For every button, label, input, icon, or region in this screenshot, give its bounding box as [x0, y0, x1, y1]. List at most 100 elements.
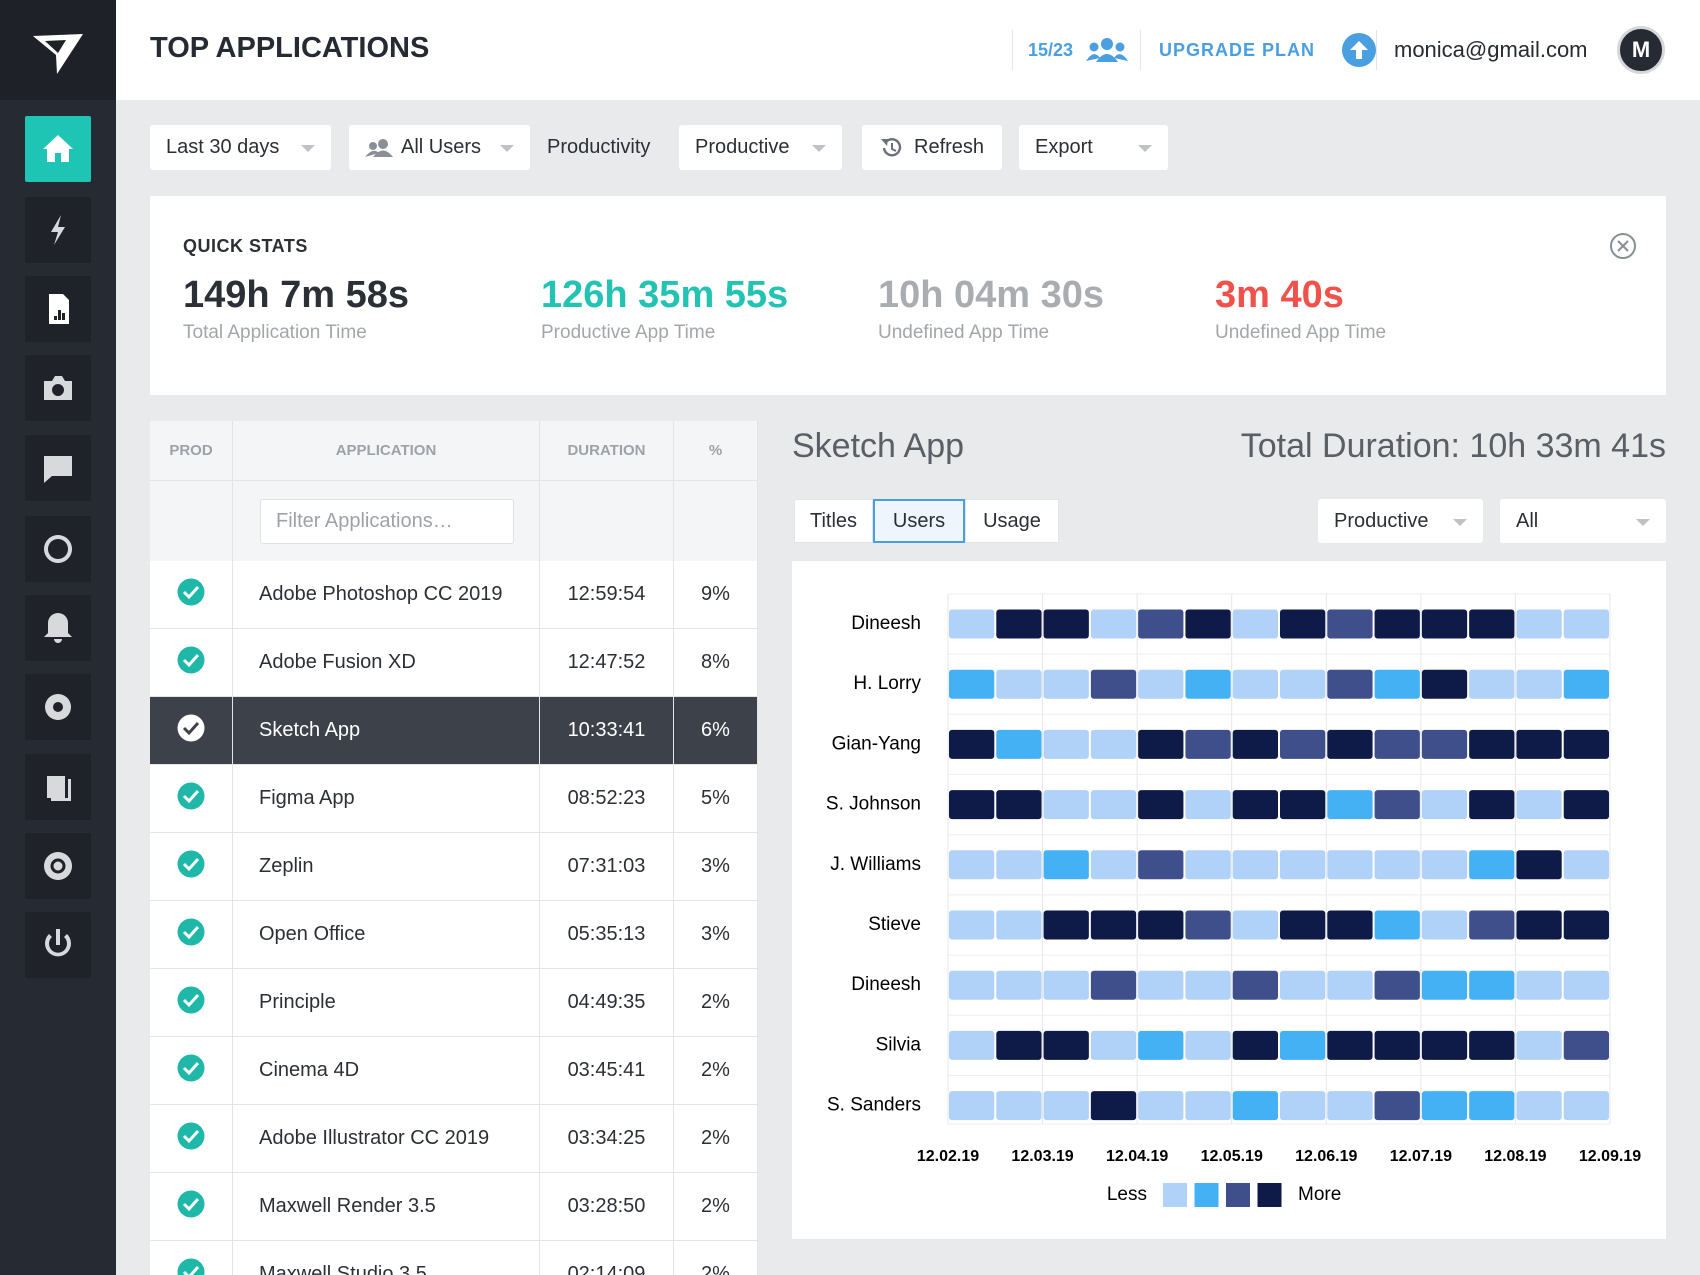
heat-cell [1232, 669, 1278, 699]
sidebar-icon [44, 852, 73, 880]
heat-cell [1043, 1030, 1089, 1060]
user-email[interactable]: monica@gmail.com [1394, 37, 1588, 62]
prod-cell [150, 969, 233, 1037]
productive-check[interactable] [176, 1257, 206, 1275]
productive-check[interactable] [176, 781, 206, 811]
sidebar-item[interactable] [25, 912, 91, 978]
tab[interactable]: Usage [965, 499, 1059, 543]
heat-cell [949, 970, 995, 1000]
sidebar-item[interactable] [25, 516, 91, 582]
heat-cell [1280, 1091, 1326, 1121]
sidebar-item[interactable] [25, 595, 91, 661]
heat-cell [1469, 669, 1515, 699]
heat-cell [1090, 970, 1137, 1000]
heat-cell [1516, 910, 1562, 940]
divider [1012, 30, 1013, 70]
upgrade-icon[interactable] [1342, 33, 1376, 67]
x-tick-label: 12.06.19 [1295, 1148, 1357, 1165]
productive-check[interactable] [176, 1053, 206, 1083]
check-circle [177, 782, 205, 809]
heat-cell [1185, 1030, 1231, 1060]
heat-cell [1090, 910, 1137, 940]
detail-productivity-dropdown[interactable]: Productive [1318, 499, 1483, 543]
x-tick-label: 12.02.19 [917, 1148, 979, 1165]
export-dropdown[interactable]: Export [1019, 125, 1168, 170]
filter-input[interactable]: Filter Applications… [260, 499, 514, 544]
refresh-button[interactable]: Refresh [862, 125, 1002, 170]
productive-check[interactable] [176, 849, 206, 879]
detail-scope-dropdown[interactable]: All [1500, 499, 1666, 543]
heat-cell [949, 609, 995, 639]
logo-icon [33, 34, 83, 74]
duration: 04:49:35 [540, 969, 674, 1037]
productive-check[interactable] [176, 713, 206, 743]
productive-check[interactable] [176, 917, 206, 947]
productive-check[interactable] [176, 577, 206, 607]
heat-cell [1516, 669, 1562, 699]
sidebar-item[interactable] [25, 674, 91, 740]
heat-cell [1043, 609, 1089, 639]
heat-cell [1232, 850, 1278, 880]
productivity-dropdown[interactable]: Productive [679, 125, 842, 170]
stat-value: 3m 40s [1215, 274, 1344, 316]
avatar[interactable]: M [1617, 26, 1665, 74]
heat-cell [1138, 970, 1184, 1000]
app-name[interactable]: Maxwell Render 3.5 [233, 1173, 540, 1241]
sidebar-item[interactable] [25, 355, 91, 421]
tab[interactable]: Users [873, 499, 965, 543]
app-name[interactable]: Adobe Fusion XD [233, 629, 540, 697]
app-name[interactable]: Cinema 4D [233, 1037, 540, 1105]
app-name[interactable]: Sketch App [233, 697, 540, 765]
prod-cell [150, 901, 233, 969]
heat-cell [1043, 910, 1089, 940]
heat-cell [996, 910, 1042, 940]
app-name[interactable]: Adobe Photoshop CC 2019 [233, 561, 540, 629]
productive-check[interactable] [176, 645, 206, 675]
productive-check[interactable] [176, 1121, 206, 1151]
heat-cell [1090, 669, 1137, 699]
prod-cell [150, 833, 233, 901]
heat-cell [1090, 1030, 1137, 1060]
check-circle [177, 850, 205, 877]
heat-cell [996, 609, 1042, 639]
heat-cell [1374, 1030, 1420, 1060]
seat-count[interactable]: 15/23 [1028, 40, 1074, 60]
logo[interactable] [0, 0, 116, 100]
app-name[interactable]: Open Office [233, 901, 540, 969]
x-tick-label: 12.07.19 [1390, 1148, 1452, 1165]
users-dropdown[interactable]: All Users [349, 125, 530, 170]
heat-cell [1563, 1091, 1609, 1121]
sidebar-item[interactable] [25, 197, 91, 263]
sidebar-item[interactable] [25, 435, 91, 501]
range-dropdown[interactable]: Last 30 days [150, 125, 331, 170]
app-name[interactable]: Zeplin [233, 833, 540, 901]
upgrade-plan[interactable]: UPGRADE PLAN [1159, 40, 1316, 60]
percent: 6% [674, 697, 758, 765]
heat-cell [1090, 609, 1137, 639]
app-name[interactable]: Figma App [233, 765, 540, 833]
sidebar-item[interactable] [25, 754, 91, 820]
duration: 12:59:54 [540, 561, 674, 629]
sidebar-icon [45, 929, 71, 957]
check-mark [182, 1197, 200, 1211]
sidebar-icon [45, 694, 72, 720]
close-button[interactable] [1608, 231, 1638, 261]
heat-cell [1374, 609, 1420, 639]
duration: 10:33:41 [540, 697, 674, 765]
app-name[interactable]: Adobe Illustrator CC 2019 [233, 1105, 540, 1173]
row-label: J. Williams [830, 854, 921, 875]
users-label: All Users [401, 136, 482, 158]
tab[interactable]: Titles [794, 499, 873, 543]
sidebar-item[interactable] [25, 833, 91, 899]
sidebar-icon [47, 776, 71, 801]
productive-check[interactable] [176, 985, 206, 1015]
productive-check[interactable] [176, 1189, 206, 1219]
app-name[interactable]: Principle [233, 969, 540, 1037]
app-name[interactable]: Maxwell Studio 3.5 [233, 1241, 540, 1275]
sidebar-item[interactable] [25, 276, 91, 342]
heat-cell [1043, 970, 1089, 1000]
prod-cell [150, 561, 233, 629]
sidebar-item[interactable] [25, 116, 91, 182]
heat-cell [1232, 609, 1278, 639]
check-mark [182, 993, 200, 1007]
